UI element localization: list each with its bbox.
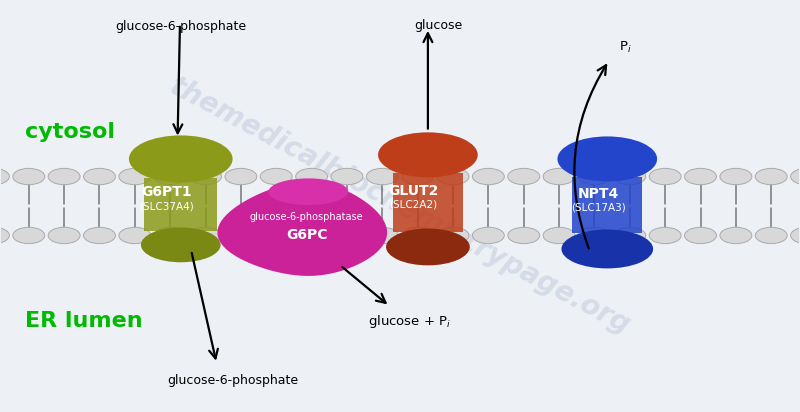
Text: glucose-6-phosphatase: glucose-6-phosphatase [250, 212, 363, 222]
Text: G6PC: G6PC [286, 228, 327, 242]
Ellipse shape [558, 136, 657, 181]
Circle shape [543, 169, 575, 185]
Circle shape [13, 227, 45, 243]
Circle shape [614, 169, 646, 185]
Circle shape [790, 169, 800, 185]
Circle shape [13, 169, 45, 185]
Circle shape [154, 227, 186, 243]
Circle shape [366, 227, 398, 243]
Circle shape [508, 227, 540, 243]
Circle shape [578, 227, 610, 243]
Circle shape [402, 227, 434, 243]
Ellipse shape [269, 178, 348, 205]
Ellipse shape [129, 136, 233, 183]
Circle shape [473, 227, 504, 243]
Circle shape [119, 169, 150, 185]
Text: themedicalbiochemistrypage.org: themedicalbiochemistrypage.org [165, 72, 635, 340]
Text: glucose: glucose [414, 19, 462, 32]
Circle shape [260, 169, 292, 185]
Circle shape [755, 169, 787, 185]
Circle shape [0, 227, 10, 243]
Circle shape [578, 169, 610, 185]
Text: glucose-6-phosphate: glucose-6-phosphate [115, 20, 246, 33]
Circle shape [331, 169, 363, 185]
Circle shape [437, 169, 469, 185]
Bar [393, 173, 462, 232]
Text: (SLC2A2): (SLC2A2) [390, 200, 438, 210]
Circle shape [614, 227, 646, 243]
Circle shape [650, 169, 681, 185]
Circle shape [260, 227, 292, 243]
Polygon shape [218, 182, 387, 276]
Circle shape [508, 169, 540, 185]
Circle shape [296, 169, 327, 185]
Circle shape [437, 227, 469, 243]
Circle shape [119, 227, 150, 243]
Circle shape [366, 169, 398, 185]
Circle shape [473, 169, 504, 185]
Ellipse shape [562, 229, 653, 268]
Circle shape [331, 227, 363, 243]
Text: cytosol: cytosol [26, 122, 115, 142]
Circle shape [48, 169, 80, 185]
Text: (SLC17A3): (SLC17A3) [571, 202, 626, 212]
Circle shape [720, 169, 752, 185]
Text: (SLC37A4): (SLC37A4) [139, 201, 194, 211]
Circle shape [83, 227, 115, 243]
Bar [572, 177, 642, 234]
Circle shape [685, 227, 717, 243]
Text: NPT4: NPT4 [578, 187, 619, 201]
Circle shape [154, 169, 186, 185]
Circle shape [190, 169, 222, 185]
Text: glucose + P$_i$: glucose + P$_i$ [368, 313, 451, 330]
Circle shape [190, 227, 222, 243]
Circle shape [225, 169, 257, 185]
Circle shape [0, 169, 10, 185]
Circle shape [225, 227, 257, 243]
Circle shape [402, 169, 434, 185]
Text: G6PT1: G6PT1 [141, 185, 192, 199]
Text: P$_i$: P$_i$ [619, 40, 632, 54]
Circle shape [790, 227, 800, 243]
Text: GLUT2: GLUT2 [388, 184, 438, 198]
Circle shape [720, 227, 752, 243]
Text: glucose-6-phosphate: glucose-6-phosphate [167, 374, 298, 387]
Ellipse shape [141, 227, 221, 262]
Circle shape [685, 169, 717, 185]
Circle shape [755, 227, 787, 243]
Circle shape [48, 227, 80, 243]
Circle shape [83, 169, 115, 185]
Ellipse shape [386, 229, 470, 265]
Circle shape [650, 227, 681, 243]
Circle shape [296, 227, 327, 243]
Circle shape [543, 227, 575, 243]
Bar [145, 178, 217, 231]
Text: ER lumen: ER lumen [26, 311, 143, 330]
Ellipse shape [378, 132, 478, 177]
